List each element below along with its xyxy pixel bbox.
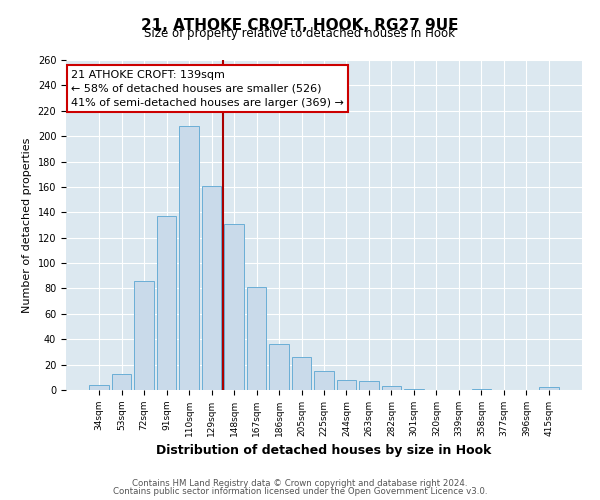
Bar [382, 386, 401, 390]
Bar [89, 385, 109, 390]
Bar [472, 388, 491, 390]
Bar [269, 344, 289, 390]
Y-axis label: Number of detached properties: Number of detached properties [22, 138, 32, 312]
Text: Size of property relative to detached houses in Hook: Size of property relative to detached ho… [145, 28, 455, 40]
Bar [404, 388, 424, 390]
Bar [337, 380, 356, 390]
Bar [112, 374, 131, 390]
Text: Contains HM Land Registry data © Crown copyright and database right 2024.: Contains HM Land Registry data © Crown c… [132, 479, 468, 488]
Text: 21, ATHOKE CROFT, HOOK, RG27 9UE: 21, ATHOKE CROFT, HOOK, RG27 9UE [141, 18, 459, 32]
Bar [157, 216, 176, 390]
X-axis label: Distribution of detached houses by size in Hook: Distribution of detached houses by size … [157, 444, 491, 458]
Text: 21 ATHOKE CROFT: 139sqm
← 58% of detached houses are smaller (526)
41% of semi-d: 21 ATHOKE CROFT: 139sqm ← 58% of detache… [71, 70, 344, 108]
Bar [539, 388, 559, 390]
Bar [179, 126, 199, 390]
Bar [202, 186, 221, 390]
Bar [224, 224, 244, 390]
Bar [134, 281, 154, 390]
Bar [314, 371, 334, 390]
Bar [247, 287, 266, 390]
Text: Contains public sector information licensed under the Open Government Licence v3: Contains public sector information licen… [113, 487, 487, 496]
Bar [359, 381, 379, 390]
Bar [292, 357, 311, 390]
